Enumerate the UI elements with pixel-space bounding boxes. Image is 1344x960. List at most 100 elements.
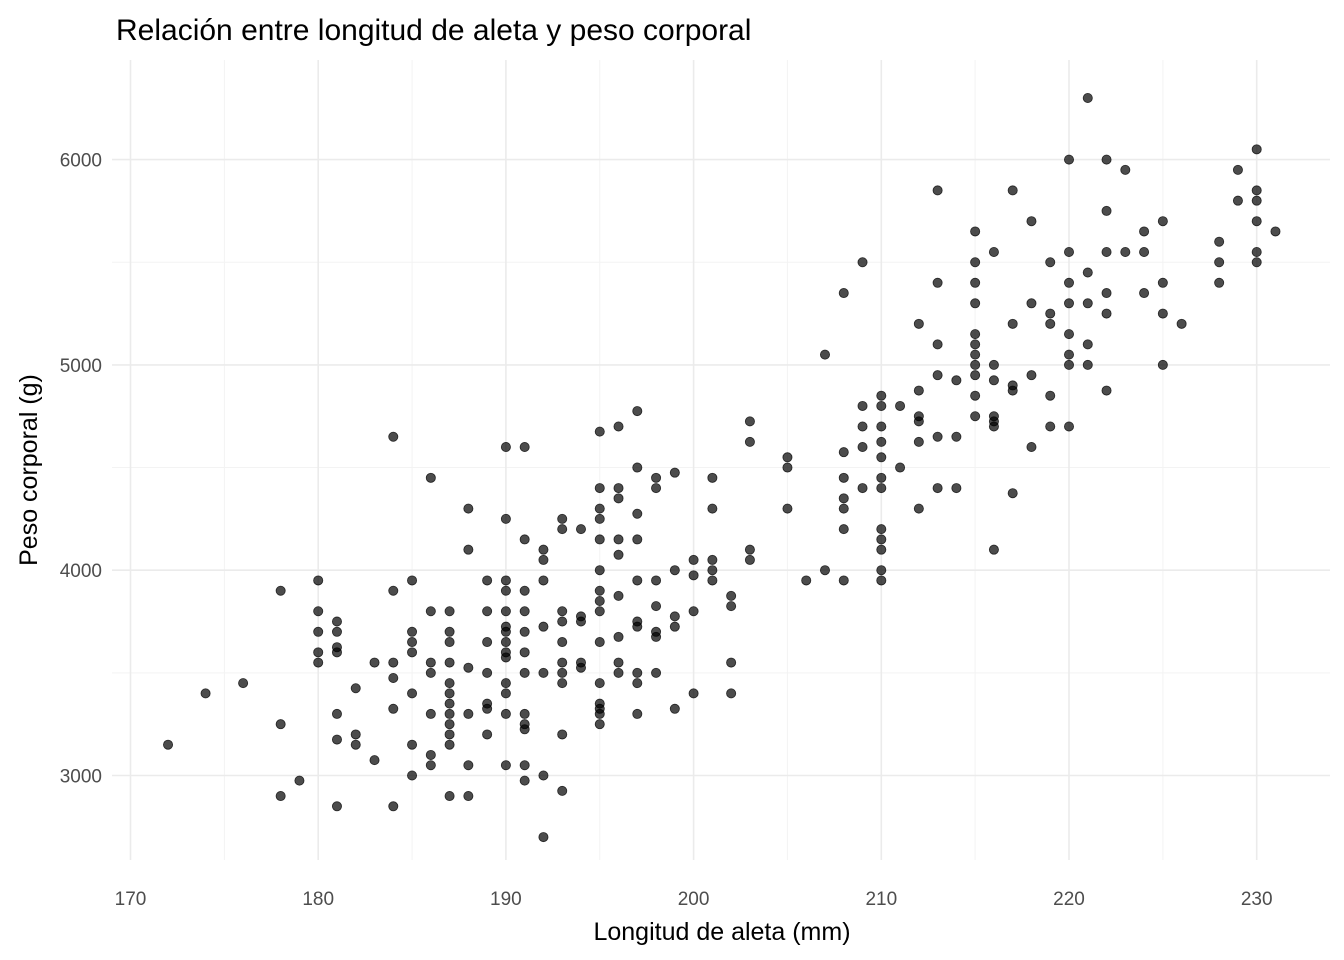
data-point (594, 534, 605, 545)
data-point (988, 421, 999, 432)
data-point (594, 426, 605, 437)
data-point (1139, 246, 1150, 257)
data-points (163, 93, 1281, 843)
data-point (388, 703, 399, 714)
data-point (500, 606, 511, 617)
data-point (1007, 488, 1018, 499)
data-point (425, 760, 436, 771)
data-point (331, 647, 342, 658)
data-point (463, 760, 474, 771)
data-point (970, 390, 981, 401)
data-point (519, 708, 530, 719)
data-point (932, 185, 943, 196)
data-point (819, 349, 830, 360)
data-point (444, 657, 455, 668)
data-point (444, 719, 455, 730)
data-point (350, 739, 361, 750)
data-point (1101, 154, 1112, 165)
data-point (707, 503, 718, 514)
x-axis-title: Longitud de aleta (mm) (593, 918, 850, 946)
data-point (1157, 359, 1168, 370)
data-point (594, 595, 605, 606)
data-point (575, 616, 586, 627)
data-point (669, 565, 680, 576)
data-point (1139, 288, 1150, 299)
data-point (932, 431, 943, 442)
data-point (519, 626, 530, 637)
data-point (838, 472, 849, 483)
data-point (632, 678, 643, 689)
data-point (594, 503, 605, 514)
data-point (1214, 236, 1225, 247)
x-tick-label: 200 (678, 889, 710, 910)
x-tick-label: 230 (1241, 889, 1273, 910)
data-point (876, 390, 887, 401)
data-point (519, 775, 530, 786)
data-point (688, 688, 699, 699)
data-point (782, 462, 793, 473)
data-point (500, 760, 511, 771)
data-point (425, 606, 436, 617)
data-point (1101, 246, 1112, 257)
data-point (707, 554, 718, 565)
data-point (651, 631, 662, 642)
data-point (463, 544, 474, 555)
data-point (519, 647, 530, 658)
data-point (932, 339, 943, 350)
data-point (444, 688, 455, 699)
data-point (538, 575, 549, 586)
data-point (1082, 359, 1093, 370)
data-point (951, 431, 962, 442)
data-point (651, 667, 662, 678)
data-point (801, 575, 812, 586)
data-point (557, 606, 568, 617)
data-point (444, 606, 455, 617)
data-point (632, 406, 643, 417)
data-point (951, 375, 962, 386)
data-point (500, 708, 511, 719)
data-point (913, 503, 924, 514)
data-point (838, 503, 849, 514)
data-point (275, 719, 286, 730)
x-tick-label: 210 (865, 889, 897, 910)
data-point (500, 575, 511, 586)
data-point (444, 708, 455, 719)
data-point (482, 729, 493, 740)
data-point (331, 626, 342, 637)
data-point (594, 513, 605, 524)
data-point (1101, 288, 1112, 299)
data-point (1232, 164, 1243, 175)
data-point (1082, 93, 1093, 104)
data-point (482, 637, 493, 648)
data-point (895, 462, 906, 473)
data-point (1064, 421, 1075, 432)
data-point (632, 667, 643, 678)
data-point (613, 534, 624, 545)
data-point (707, 565, 718, 576)
data-point (876, 452, 887, 463)
data-point (726, 688, 737, 699)
data-point (970, 359, 981, 370)
data-point (500, 626, 511, 637)
data-point (669, 611, 680, 622)
data-point (932, 277, 943, 288)
data-point (557, 513, 568, 524)
data-point (388, 585, 399, 596)
data-point (1176, 318, 1187, 329)
data-point (1101, 385, 1112, 396)
data-point (594, 585, 605, 596)
data-point (557, 524, 568, 535)
data-point (594, 719, 605, 730)
data-point (1064, 154, 1075, 165)
data-point (1045, 390, 1056, 401)
data-point (613, 590, 624, 601)
data-point (557, 785, 568, 796)
data-point (1026, 216, 1037, 227)
data-point (970, 298, 981, 309)
data-point (425, 708, 436, 719)
data-point (838, 524, 849, 535)
data-point (538, 621, 549, 632)
data-point (1251, 246, 1262, 257)
data-point (951, 483, 962, 494)
data-point (838, 447, 849, 458)
